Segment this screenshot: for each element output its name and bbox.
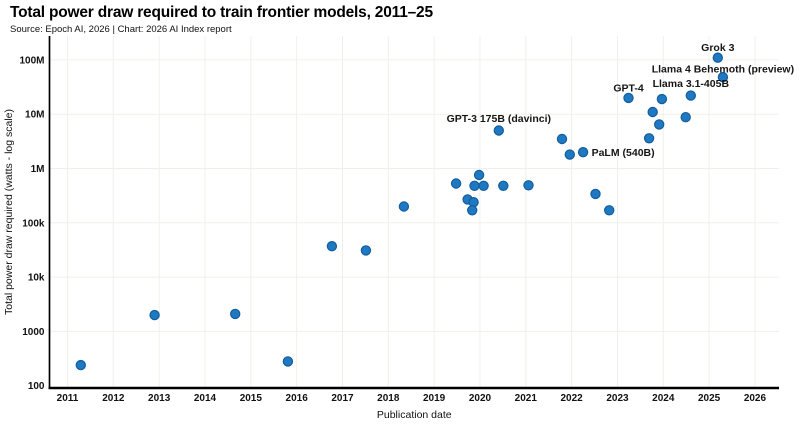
- data-point: [556, 133, 568, 145]
- point-label-llama-3-1-405b: Llama 3.1-405B: [653, 78, 730, 90]
- y-tick-label: 100M: [19, 55, 44, 66]
- point-label-grok-3: Grok 3: [701, 42, 734, 54]
- x-tick-label: 2019: [423, 393, 446, 404]
- data-point-llama-3-1-405b: [685, 90, 697, 101]
- x-axis-title: Publication date: [377, 409, 452, 421]
- data-point: [498, 180, 509, 191]
- point-label-llama-4-behemoth-preview: Llama 4 Behemoth (preview): [652, 64, 794, 76]
- data-point: [654, 119, 665, 130]
- data-point: [680, 111, 691, 123]
- data-point: [473, 169, 485, 181]
- data-point: [467, 205, 478, 216]
- data-point-gpt-3-175b-davinci: [493, 125, 504, 136]
- data-point: [564, 149, 576, 160]
- x-tick-label: 2021: [515, 393, 538, 404]
- data-point: [590, 188, 601, 200]
- data-point: [149, 309, 160, 321]
- chart-subtitle: Source: Epoch AI, 2026 | Chart: 2026 AI …: [10, 24, 232, 35]
- x-tick-label: 2023: [606, 393, 629, 404]
- data-point: [523, 180, 534, 191]
- x-tick-label: 2024: [652, 393, 675, 404]
- chart-title: Total power draw required to train front…: [10, 4, 433, 21]
- data-point-llama-4-behemoth-preview: [717, 71, 729, 83]
- data-point-palm-540b: [577, 146, 589, 158]
- data-point: [75, 359, 87, 371]
- x-tick-label: 2013: [148, 393, 171, 404]
- x-tick-label: 2018: [377, 393, 400, 404]
- x-tick-label: 2014: [194, 393, 217, 404]
- data-point: [229, 308, 241, 320]
- x-tick-label: 2022: [561, 393, 584, 404]
- y-tick-label: 100k: [22, 218, 45, 229]
- x-tick-label: 2015: [240, 393, 263, 404]
- data-point: [450, 178, 462, 189]
- data-point: [469, 180, 480, 191]
- x-tick-label: 2011: [57, 393, 79, 404]
- data-point-gpt-4: [623, 92, 634, 104]
- data-point: [604, 205, 615, 216]
- data-point: [643, 133, 655, 144]
- point-label-gpt-4: GPT-4: [613, 83, 644, 95]
- x-tick-label: 2026: [744, 393, 767, 404]
- x-tick-label: 2017: [331, 393, 354, 404]
- y-tick-label: 10k: [28, 273, 45, 284]
- y-tick-label: 1000: [22, 327, 45, 338]
- data-point: [647, 106, 658, 118]
- x-tick-label: 2020: [469, 393, 492, 404]
- data-point: [360, 245, 372, 256]
- data-point: [326, 240, 338, 252]
- y-tick-label: 10M: [25, 110, 44, 121]
- data-point: [478, 180, 489, 191]
- y-tick-label: 100: [28, 381, 45, 392]
- y-axis-title: Total power draw required (watts - log s…: [3, 109, 15, 315]
- y-tick-label: 1M: [31, 164, 45, 175]
- data-point: [656, 93, 668, 105]
- point-label-gpt-3-175b-davinci: GPT-3 175B (davinci): [447, 113, 551, 125]
- x-tick-label: 2016: [286, 393, 309, 404]
- point-label-palm-540b: PaLM (540B): [592, 147, 655, 159]
- data-point: [398, 201, 410, 212]
- data-point: [282, 356, 294, 367]
- data-point-grok-3: [712, 52, 724, 63]
- x-tick-label: 2012: [102, 393, 125, 404]
- x-tick-label: 2025: [698, 393, 721, 404]
